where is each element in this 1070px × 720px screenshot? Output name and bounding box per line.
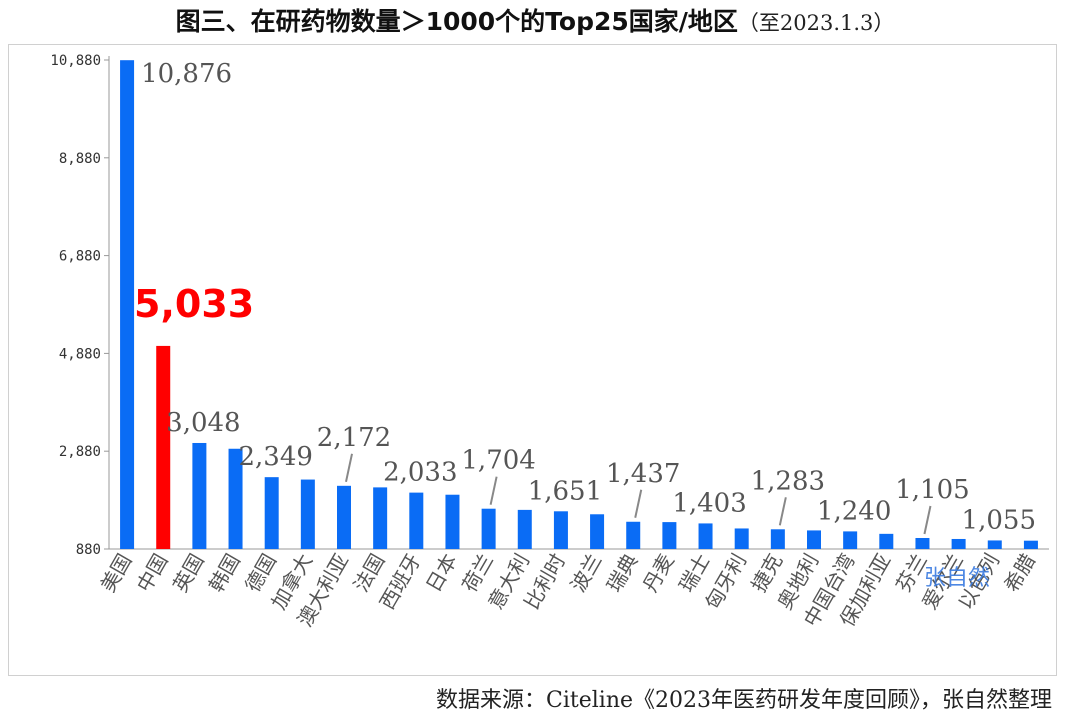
data-label: 3,048 bbox=[166, 408, 240, 438]
y-tick-label: 10,880 bbox=[50, 53, 101, 69]
bar bbox=[590, 514, 605, 549]
chart-frame: 880 2,880 4,880 6,880 8,880 10,880 美国 中国 英国 韩国 德国加… bbox=[8, 44, 1057, 676]
y-tick-label: 4,880 bbox=[59, 346, 101, 362]
bar bbox=[662, 522, 677, 549]
bar bbox=[626, 521, 641, 549]
data-label: 1,651 bbox=[528, 476, 602, 506]
bar bbox=[879, 533, 894, 549]
data-label: 1,240 bbox=[817, 496, 891, 526]
data-label-leader bbox=[345, 453, 353, 483]
highlight-value-label: 5,033 bbox=[134, 282, 255, 326]
x-tick-label: 韩国 bbox=[204, 550, 245, 597]
bar bbox=[373, 487, 388, 549]
data-label: 1,403 bbox=[672, 488, 746, 518]
x-tick-label: 英国 bbox=[168, 550, 209, 597]
x-tick-label: 中国 bbox=[132, 550, 173, 597]
data-label-leader bbox=[489, 476, 498, 505]
watermark-text: 张自然 bbox=[924, 566, 991, 591]
bar bbox=[1023, 540, 1038, 549]
bar bbox=[156, 345, 171, 549]
data-label: 1,437 bbox=[606, 459, 680, 489]
data-label: 1,704 bbox=[461, 446, 535, 476]
chart-title-date: （至2023.1.3） bbox=[737, 11, 895, 35]
x-tick-label: 瑞典 bbox=[602, 550, 643, 597]
bar-chart: 8802,8804,8806,8808,88010,880美国中国英国韩国德国加… bbox=[50, 53, 1049, 631]
x-tick-label: 希腊 bbox=[999, 550, 1040, 597]
bar bbox=[445, 494, 460, 549]
bar bbox=[481, 508, 496, 549]
x-tick-label: 美国 bbox=[96, 550, 137, 597]
data-label: 1,055 bbox=[962, 505, 1036, 535]
bar bbox=[951, 538, 966, 549]
bar bbox=[228, 448, 243, 549]
bar bbox=[807, 530, 821, 549]
data-label: 2,349 bbox=[238, 442, 312, 472]
x-tick-label: 日本 bbox=[421, 550, 462, 597]
data-label: 1,105 bbox=[895, 475, 969, 505]
bar bbox=[553, 511, 568, 549]
bar bbox=[517, 509, 532, 549]
bar bbox=[409, 492, 424, 549]
bar bbox=[987, 540, 1002, 549]
y-tick-label: 8,880 bbox=[59, 151, 101, 167]
bar bbox=[192, 442, 207, 549]
bar bbox=[120, 60, 135, 550]
chart-title-main: 图三、在研药物数量＞1000个的Top25国家/地区 bbox=[175, 7, 738, 36]
bar bbox=[843, 531, 858, 549]
chart-title: 图三、在研药物数量＞1000个的Top25国家/地区（至2023.1.3） bbox=[0, 0, 1070, 44]
x-tick-label: 波兰 bbox=[566, 550, 607, 597]
bar bbox=[734, 528, 749, 549]
data-label-leader bbox=[634, 489, 643, 518]
data-label: 2,172 bbox=[317, 423, 391, 453]
bar bbox=[915, 537, 930, 549]
data-label: 10,876 bbox=[141, 59, 232, 89]
bar bbox=[698, 523, 713, 549]
bar bbox=[264, 477, 279, 549]
bar bbox=[337, 485, 351, 549]
y-tick-label: 2,880 bbox=[59, 444, 101, 460]
source-note: 数据来源：Citeline《2023年医药研发年度回顾》，张自然整理 bbox=[436, 688, 1052, 713]
bar bbox=[300, 479, 315, 549]
data-label: 1,283 bbox=[751, 466, 825, 496]
y-tick-label: 880 bbox=[76, 542, 101, 558]
bar bbox=[770, 529, 785, 549]
data-label-leader bbox=[778, 497, 787, 526]
y-tick-label: 6,880 bbox=[59, 249, 101, 265]
data-label: 2,033 bbox=[383, 458, 457, 488]
x-tick-label: 丹麦 bbox=[638, 550, 679, 597]
data-label-leader bbox=[923, 505, 932, 535]
